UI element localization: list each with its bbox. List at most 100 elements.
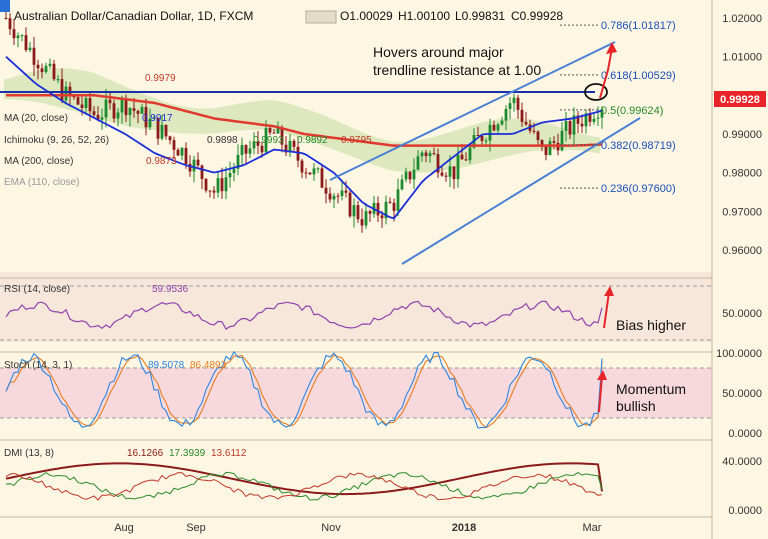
candle-body[interactable] xyxy=(488,124,492,141)
candle-body[interactable] xyxy=(344,190,348,193)
candle-body[interactable] xyxy=(328,193,332,200)
candle-body[interactable] xyxy=(456,154,460,180)
candle-body[interactable] xyxy=(64,86,68,101)
candle-body[interactable] xyxy=(548,141,552,156)
candle-body[interactable] xyxy=(572,115,576,135)
candle-body[interactable] xyxy=(332,195,336,200)
candle-body[interactable] xyxy=(416,156,420,170)
candle-body[interactable] xyxy=(204,178,208,191)
candle-body[interactable] xyxy=(284,144,288,153)
candle-body[interactable] xyxy=(264,127,268,153)
candle-body[interactable] xyxy=(224,177,228,192)
candle-body[interactable] xyxy=(236,154,240,169)
candle-body[interactable] xyxy=(524,121,528,125)
candle-body[interactable] xyxy=(256,141,260,146)
candle-body[interactable] xyxy=(580,123,584,127)
candle-body[interactable] xyxy=(412,169,416,180)
candle-body[interactable] xyxy=(192,159,196,172)
candle-body[interactable] xyxy=(544,146,548,156)
candle-body[interactable] xyxy=(144,106,148,128)
candle-body[interactable] xyxy=(152,117,156,119)
candle-body[interactable] xyxy=(292,140,296,147)
candle-body[interactable] xyxy=(4,18,8,19)
candle-body[interactable] xyxy=(484,140,488,142)
candle-body[interactable] xyxy=(12,29,16,39)
candle-body[interactable] xyxy=(320,168,324,188)
candle-body[interactable] xyxy=(212,190,216,193)
candle-body[interactable] xyxy=(156,117,160,139)
candle-body[interactable] xyxy=(168,136,172,141)
candle-body[interactable] xyxy=(388,201,392,203)
candle-body[interactable] xyxy=(568,121,572,135)
candle-body[interactable] xyxy=(92,111,96,115)
candle-body[interactable] xyxy=(516,97,520,110)
candle-body[interactable] xyxy=(20,35,24,37)
candle-body[interactable] xyxy=(376,202,380,216)
candle-body[interactable] xyxy=(220,178,224,192)
dmi-legend[interactable]: DMI (13, 8) xyxy=(4,448,54,459)
candle-body[interactable] xyxy=(252,141,256,149)
candle-body[interactable] xyxy=(592,118,596,122)
candle-body[interactable] xyxy=(360,219,364,226)
candle-body[interactable] xyxy=(116,112,120,119)
candle-body[interactable] xyxy=(496,124,500,131)
candle-body[interactable] xyxy=(600,108,604,118)
candle-body[interactable] xyxy=(316,168,320,170)
candle-body[interactable] xyxy=(280,127,284,145)
candle-body[interactable] xyxy=(504,108,508,121)
candle-body[interactable] xyxy=(40,68,44,72)
candle-body[interactable] xyxy=(288,140,292,153)
candle-body[interactable] xyxy=(100,117,104,120)
rsi-legend[interactable]: RSI (14, close) xyxy=(4,284,70,295)
candle-body[interactable] xyxy=(408,171,412,180)
candle-body[interactable] xyxy=(520,109,524,122)
candle-body[interactable] xyxy=(88,98,92,112)
candle-body[interactable] xyxy=(596,117,600,119)
candle-body[interactable] xyxy=(336,195,340,197)
candle-body[interactable] xyxy=(136,110,140,114)
candle-body[interactable] xyxy=(588,113,592,122)
candle-body[interactable] xyxy=(44,65,48,72)
candle-body[interactable] xyxy=(404,171,408,180)
candle-body[interactable] xyxy=(396,189,400,211)
candle-body[interactable] xyxy=(512,97,516,104)
candle-body[interactable] xyxy=(500,120,504,125)
candle-body[interactable] xyxy=(96,114,100,120)
candle-body[interactable] xyxy=(452,166,456,180)
candle-body[interactable] xyxy=(208,190,212,192)
ema110-legend[interactable]: EMA (110, close) xyxy=(4,177,79,188)
candle-body[interactable] xyxy=(36,64,40,69)
stoch-legend[interactable]: Stoch (14, 3, 1) xyxy=(4,360,72,371)
candle-body[interactable] xyxy=(440,172,444,176)
candle-body[interactable] xyxy=(76,97,80,105)
candle-body[interactable] xyxy=(584,113,588,127)
candle-body[interactable] xyxy=(276,127,280,134)
candle-body[interactable] xyxy=(268,127,272,133)
candle-body[interactable] xyxy=(468,147,472,161)
candle-body[interactable] xyxy=(108,99,112,104)
candle-body[interactable] xyxy=(196,159,200,166)
candle-body[interactable] xyxy=(180,147,184,156)
candle-body[interactable] xyxy=(216,178,220,193)
candle-body[interactable] xyxy=(444,175,448,177)
candle-body[interactable] xyxy=(400,179,404,190)
candle-body[interactable] xyxy=(112,103,116,119)
candle-body[interactable] xyxy=(60,79,64,101)
candle-body[interactable] xyxy=(32,47,36,65)
candle-body[interactable] xyxy=(384,201,388,219)
candle-body[interactable] xyxy=(56,79,60,81)
candle-body[interactable] xyxy=(536,131,540,141)
candle-body[interactable] xyxy=(272,132,276,134)
candle-body[interactable] xyxy=(356,205,360,220)
candle-body[interactable] xyxy=(492,124,496,131)
candle-body[interactable] xyxy=(140,106,144,114)
candle-body[interactable] xyxy=(352,205,356,217)
candle-body[interactable] xyxy=(188,163,192,172)
candle-body[interactable] xyxy=(312,168,316,175)
candle-body[interactable] xyxy=(508,103,512,109)
candle-body[interactable] xyxy=(176,149,180,156)
candle-body[interactable] xyxy=(576,115,580,124)
header-settings-icon[interactable] xyxy=(305,10,337,24)
candle-body[interactable] xyxy=(448,166,452,177)
candle-body[interactable] xyxy=(560,130,564,151)
